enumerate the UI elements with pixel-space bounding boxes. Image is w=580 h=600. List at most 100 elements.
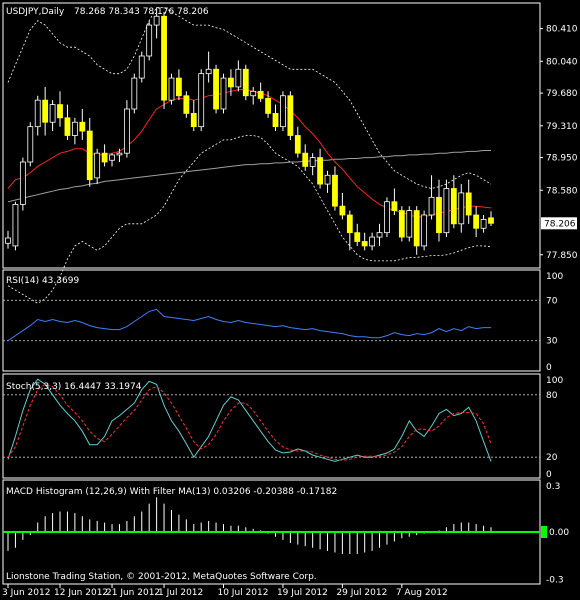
candle-body (302, 152, 309, 167)
price-title: USDJPY,Daily (6, 7, 65, 17)
candle-body (116, 152, 123, 156)
rsi-panel (3, 299, 540, 342)
candle-body (369, 236, 376, 247)
candle-body (398, 210, 405, 238)
candle-body (450, 188, 457, 225)
candle-body (71, 121, 78, 136)
rsi-title: RSI(14) 43.3699 (6, 276, 79, 286)
candle-body (480, 219, 487, 229)
stoch-title: Stoch(5,3,3) 16.4447 33.1974 (6, 382, 142, 392)
candle-body (488, 217, 494, 224)
candle-body (42, 99, 49, 123)
candle-body (391, 201, 398, 211)
candle-body (161, 15, 167, 101)
macd-tick-label: -0.3 (546, 575, 564, 585)
candle-body (421, 214, 428, 247)
date-tick-label: 3 Jun 2012 (2, 588, 50, 598)
candle-body (86, 130, 93, 181)
rsi-tick-label: 30 (546, 337, 558, 347)
macd-current-label: 0.00 (549, 528, 569, 538)
footer-copyright: Lionstone Trading Station, © 2001-2012, … (6, 572, 317, 582)
candle-body (413, 210, 420, 247)
candle-body (354, 232, 361, 242)
candle-body (428, 196, 435, 216)
candle-body (384, 201, 390, 234)
macd-tick-label: 0.3 (546, 482, 560, 492)
date-tick-label: 12 Jun 2012 (54, 588, 108, 598)
candle-body (361, 241, 368, 247)
stoch-main-line (7, 378, 492, 462)
macd-title: MACD Histogram (12,26,9) With Filter MA(… (6, 487, 337, 497)
current-price-label: 78.206 (544, 219, 576, 229)
panel-frame-price (2, 2, 541, 269)
rsi-line (7, 308, 491, 342)
candle-body (34, 99, 41, 128)
candle-body (473, 214, 480, 229)
candle-body (228, 77, 234, 88)
candle-body (265, 98, 271, 114)
candle-body (443, 188, 450, 234)
price-tick-label: 78.580 (546, 186, 578, 196)
candle-body (235, 68, 242, 88)
rsi-tick-label: 100 (546, 272, 563, 282)
candle-body (101, 152, 108, 163)
candle-body (19, 161, 26, 205)
candle-body (339, 205, 346, 216)
candle-body (346, 214, 353, 234)
candle-body (168, 77, 175, 101)
date-tick-label: 29 Jul 2012 (336, 588, 387, 598)
candle-body (287, 95, 294, 136)
macd-panel (3, 497, 540, 555)
candle-body (5, 237, 11, 244)
candle-body (294, 135, 301, 154)
candle-body (272, 113, 279, 128)
candle-body (12, 203, 19, 247)
price-panel (5, 7, 494, 304)
candle-body (109, 154, 115, 161)
stoch-signal-line (7, 383, 492, 461)
stoch-tick-label: 80 (546, 391, 558, 401)
candle-body (309, 157, 316, 167)
candle-body (131, 77, 138, 110)
panel-frame-stoch (2, 373, 541, 479)
stoch-tick-label: 20 (546, 453, 558, 463)
candle-body (458, 192, 465, 225)
candle-body (57, 104, 63, 119)
candle-body (49, 104, 56, 123)
candle-body (123, 108, 130, 154)
ma-fast-line (7, 89, 492, 218)
price-tick-label: 80.410 (546, 25, 578, 35)
candle-body (190, 113, 197, 128)
candle-body (465, 192, 472, 216)
candle-body (176, 77, 182, 97)
candle-body (376, 232, 383, 238)
candle-body (146, 24, 153, 57)
date-tick-label: 19 Jul 2012 (277, 588, 328, 598)
rsi-tick-label: 70 (546, 296, 558, 306)
candle-body (198, 73, 205, 128)
bollinger-lower-line (7, 135, 492, 304)
price-tick-label: 79.680 (546, 89, 578, 99)
date-tick-label: 10 Jul 2012 (217, 588, 268, 598)
candle-body (79, 121, 86, 132)
candle-body (257, 90, 264, 99)
candle-body (94, 152, 101, 179)
candle-body (213, 68, 219, 110)
date-tick-label: 7 Aug 2012 (396, 588, 448, 598)
candle-body (138, 55, 145, 79)
candle-body (242, 68, 249, 97)
price-tick-label: 79.310 (546, 122, 578, 132)
price-tick-label: 77.850 (546, 251, 578, 261)
current-price-box (541, 217, 577, 230)
candle-body (317, 157, 323, 185)
macd-current-marker (541, 526, 547, 538)
candle-body (324, 174, 331, 185)
price-tick-label: 80.040 (546, 57, 578, 67)
stoch-panel (3, 378, 540, 462)
date-tick-label: 1 Jul 2012 (158, 588, 203, 598)
price-ohlc-readout: 78.268 78.343 78.176 78.206 (74, 7, 209, 17)
candle-body (280, 95, 286, 128)
axis-labels: 80.410 80.040 79.680 79.310 78.950 78.580 77.8… (2, 25, 578, 598)
candle-body (27, 126, 34, 163)
